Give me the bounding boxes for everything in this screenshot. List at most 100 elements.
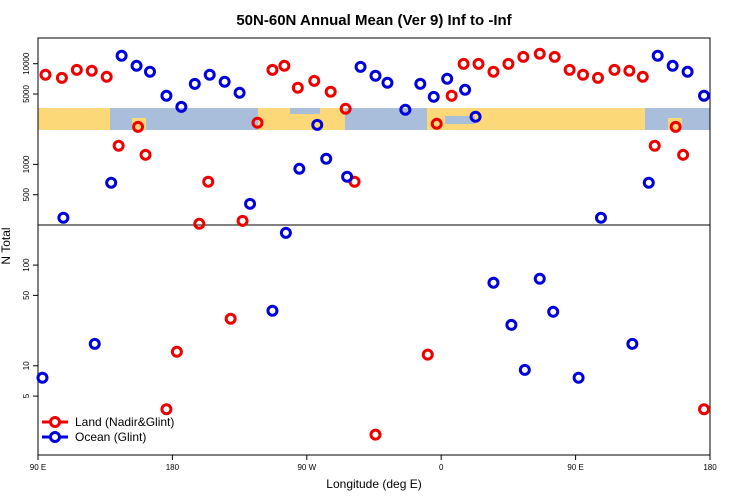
point — [636, 70, 649, 83]
point — [55, 71, 68, 84]
point — [533, 272, 546, 285]
point — [421, 348, 434, 361]
point — [681, 65, 694, 78]
point — [651, 49, 664, 62]
point — [233, 86, 246, 99]
y-tick-label: 5000 — [22, 85, 31, 103]
point — [278, 59, 291, 72]
point — [623, 64, 636, 77]
legend-marker — [49, 416, 61, 428]
x-tick-label: 180 — [166, 463, 180, 472]
point — [577, 68, 590, 81]
point — [85, 64, 98, 77]
point — [698, 89, 711, 102]
point — [224, 312, 237, 325]
point — [236, 214, 249, 227]
point — [548, 50, 561, 63]
point — [414, 77, 427, 90]
point — [445, 89, 458, 102]
plot-frame — [37, 37, 711, 456]
point — [608, 63, 621, 76]
y-tick-label: 5 — [22, 393, 31, 398]
point — [202, 175, 215, 188]
point — [427, 90, 440, 103]
point — [472, 57, 485, 70]
x-tick-label: 180 — [703, 463, 717, 472]
point — [130, 59, 143, 72]
point — [39, 68, 52, 81]
point — [36, 371, 49, 384]
point — [132, 120, 145, 133]
point — [160, 89, 173, 102]
x-tick-label: 0 — [439, 463, 444, 472]
x-tick-label: 90 W — [297, 463, 316, 472]
point — [308, 74, 321, 87]
point — [341, 170, 354, 183]
point — [160, 403, 173, 416]
point — [459, 83, 472, 96]
point — [626, 337, 639, 350]
y-tick-label: 10 — [22, 361, 31, 370]
x-tick-label: 90 E — [567, 463, 583, 472]
legend-marker — [49, 431, 61, 443]
legend-label: Ocean (Glint) — [75, 430, 146, 444]
point — [698, 403, 711, 416]
map-ocean — [110, 108, 258, 130]
point — [677, 148, 690, 161]
y-tick-label: 50 — [22, 290, 31, 299]
legend-label: Land (Nadir&Glint) — [75, 415, 174, 429]
point — [563, 63, 576, 76]
point — [311, 118, 324, 131]
point — [88, 337, 101, 350]
chart-title: 50N-60N Annual Mean (Ver 9) Inf to -Inf — [236, 12, 512, 29]
point — [369, 69, 382, 82]
point — [369, 428, 382, 441]
y-tick-label: 100 — [22, 258, 31, 272]
map-ocean — [445, 116, 475, 124]
y-tick-label: 500 — [22, 187, 31, 201]
point — [487, 65, 500, 78]
point — [193, 217, 206, 230]
point — [320, 152, 333, 165]
point — [266, 63, 279, 76]
point — [291, 81, 304, 94]
point — [547, 305, 560, 318]
point — [469, 110, 482, 123]
point — [354, 60, 367, 73]
point — [266, 304, 279, 317]
point — [57, 211, 70, 224]
point — [594, 211, 607, 224]
y-tick-label: 1000 — [22, 155, 31, 173]
x-axis-label: Longitude (deg E) — [326, 477, 421, 491]
point — [430, 117, 443, 130]
point — [100, 70, 113, 83]
map-strip — [38, 108, 710, 130]
point — [175, 100, 188, 113]
point — [70, 63, 83, 76]
point — [505, 318, 518, 331]
point — [251, 116, 264, 129]
point — [115, 49, 128, 62]
point — [218, 75, 231, 88]
point — [203, 68, 216, 81]
point — [518, 363, 531, 376]
point — [642, 176, 655, 189]
point — [592, 71, 604, 84]
point — [572, 371, 585, 384]
point — [339, 102, 352, 115]
y-axis-label: N Total — [0, 227, 13, 264]
point — [533, 47, 546, 60]
map-ocean — [290, 108, 320, 114]
y-tick-label: 10000 — [22, 52, 31, 75]
point — [487, 276, 500, 289]
x-tick-label: 90 E — [30, 463, 46, 472]
point — [502, 57, 515, 70]
point — [381, 76, 394, 89]
point — [457, 57, 470, 70]
point — [144, 65, 156, 78]
point — [648, 139, 661, 152]
point — [244, 197, 257, 210]
